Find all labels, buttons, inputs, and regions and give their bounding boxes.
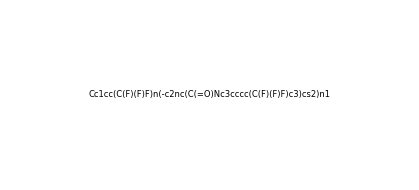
Text: Cc1cc(C(F)(F)F)n(-c2nc(C(=O)Nc3cccc(C(F)(F)F)c3)cs2)n1: Cc1cc(C(F)(F)F)n(-c2nc(C(=O)Nc3cccc(C(F)… — [88, 90, 331, 100]
